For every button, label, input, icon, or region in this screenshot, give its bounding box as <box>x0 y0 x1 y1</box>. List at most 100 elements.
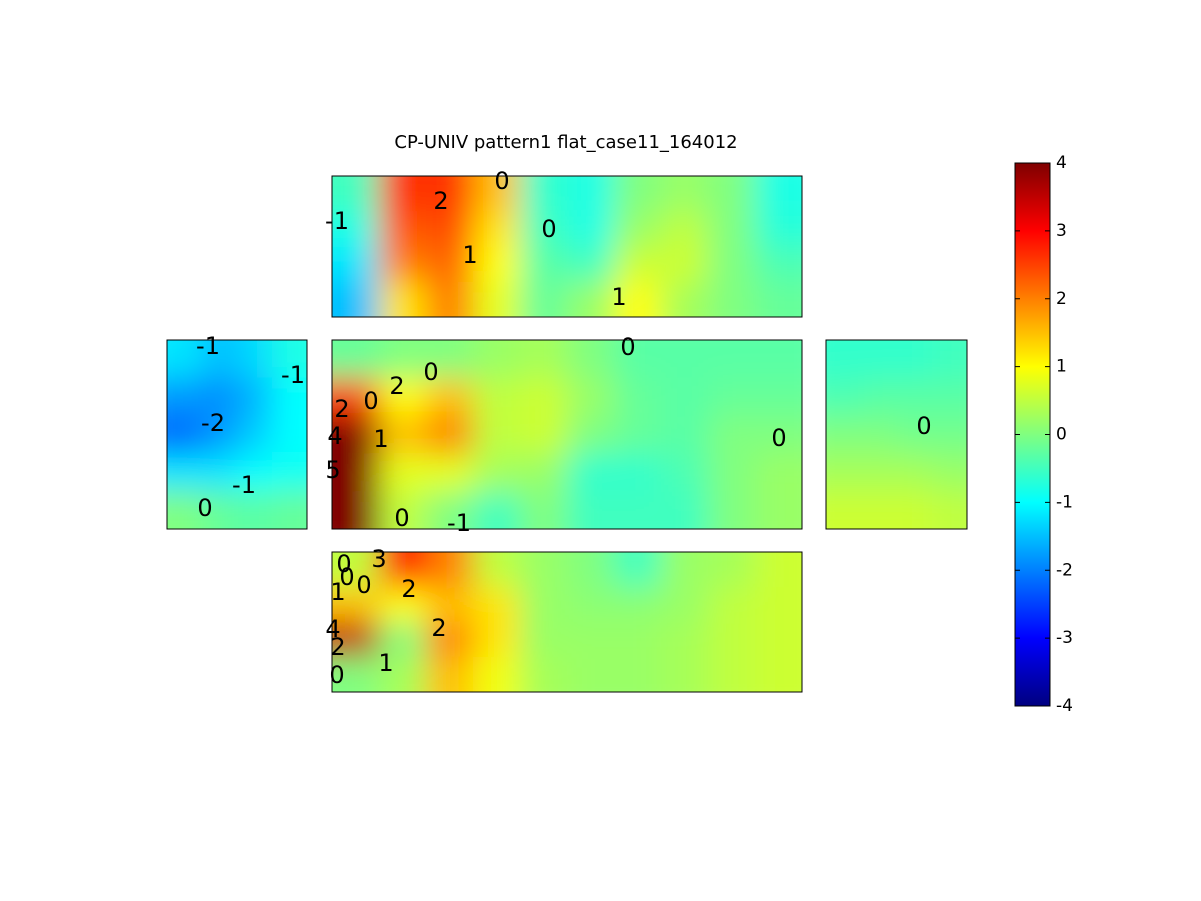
cell <box>426 377 474 417</box>
cell <box>379 281 427 317</box>
contour-label: 0 <box>494 167 509 195</box>
cell <box>567 491 615 529</box>
cell <box>473 453 521 492</box>
cell <box>755 453 802 492</box>
cell <box>567 587 615 623</box>
contour-label: 0 <box>620 333 635 361</box>
cell <box>708 211 756 247</box>
cell <box>661 281 709 317</box>
cell <box>826 453 862 492</box>
cell <box>614 657 662 692</box>
contour-label: 2 <box>433 187 448 215</box>
colorbar-tick-label: 0 <box>1056 425 1067 445</box>
cell <box>332 587 380 623</box>
colorbar-tick-label: -4 <box>1056 696 1073 716</box>
cell <box>167 340 203 379</box>
contour-label: -1 <box>232 471 256 499</box>
contour-label: 2 <box>389 372 404 400</box>
cell <box>896 377 933 417</box>
cell <box>332 415 380 454</box>
cell <box>473 552 521 588</box>
cell <box>473 176 521 212</box>
cell <box>426 211 474 247</box>
cell <box>567 453 615 492</box>
cell <box>567 246 615 283</box>
contour-label: 1 <box>330 578 345 606</box>
cell <box>614 491 662 529</box>
cell <box>426 587 474 623</box>
cell <box>426 415 474 454</box>
cell <box>755 246 802 283</box>
cell <box>426 622 474 658</box>
contour-label: 0 <box>394 504 409 532</box>
cell <box>202 453 238 492</box>
cell <box>661 415 709 454</box>
colorbar-tick-label: -2 <box>1056 560 1073 580</box>
cell <box>426 281 474 317</box>
cell <box>426 176 474 212</box>
cell <box>379 657 427 692</box>
cell <box>520 246 568 283</box>
cell <box>473 491 521 529</box>
cell <box>567 176 615 212</box>
cell <box>661 211 709 247</box>
cell <box>332 622 380 658</box>
cell <box>332 340 380 379</box>
contour-label: 2 <box>401 575 416 603</box>
contour-label: 0 <box>329 661 344 689</box>
contour-label: -1 <box>281 361 305 389</box>
cell <box>379 552 427 588</box>
cell <box>332 211 380 247</box>
cell <box>931 377 967 417</box>
cell <box>426 453 474 492</box>
cell <box>755 491 802 529</box>
colorbar-tick-label: 1 <box>1056 357 1067 377</box>
cell <box>379 491 427 529</box>
cell <box>661 453 709 492</box>
cell <box>661 622 709 658</box>
contour-label: 3 <box>371 545 386 573</box>
cell <box>379 377 427 417</box>
cell <box>708 281 756 317</box>
cell <box>379 622 427 658</box>
cell <box>167 377 203 417</box>
contour-label: 0 <box>356 571 371 599</box>
cell <box>614 622 662 658</box>
cell <box>272 340 307 379</box>
contour-label: -2 <box>201 409 225 437</box>
cell <box>861 453 897 492</box>
cell <box>167 491 203 529</box>
colorbar-tick-label: 2 <box>1056 289 1067 309</box>
cell <box>755 377 802 417</box>
cell <box>567 552 615 588</box>
cell <box>202 377 238 417</box>
contour-label: 0 <box>336 550 351 578</box>
panel <box>332 176 802 317</box>
contour-label: 0 <box>541 215 556 243</box>
cell <box>473 211 521 247</box>
cell <box>520 340 568 379</box>
cell <box>520 491 568 529</box>
contour-label: 0 <box>363 387 378 415</box>
cell <box>520 453 568 492</box>
cell <box>332 176 380 212</box>
cell <box>661 587 709 623</box>
cell <box>861 491 897 529</box>
cell <box>708 657 756 692</box>
contour-label: 0 <box>916 412 931 440</box>
contour-label: 0 <box>197 494 212 522</box>
cell <box>708 415 756 454</box>
cell <box>708 552 756 588</box>
contour-label: 2 <box>431 614 446 642</box>
cell <box>661 246 709 283</box>
field <box>332 176 802 317</box>
cell <box>708 246 756 283</box>
cell <box>473 657 521 692</box>
cell <box>167 415 203 454</box>
cell <box>426 552 474 588</box>
cell <box>661 491 709 529</box>
cell <box>708 377 756 417</box>
chart-title: CP-UNIV pattern1 flat_case11_164012 <box>394 132 737 153</box>
panel-frame <box>331 551 803 693</box>
